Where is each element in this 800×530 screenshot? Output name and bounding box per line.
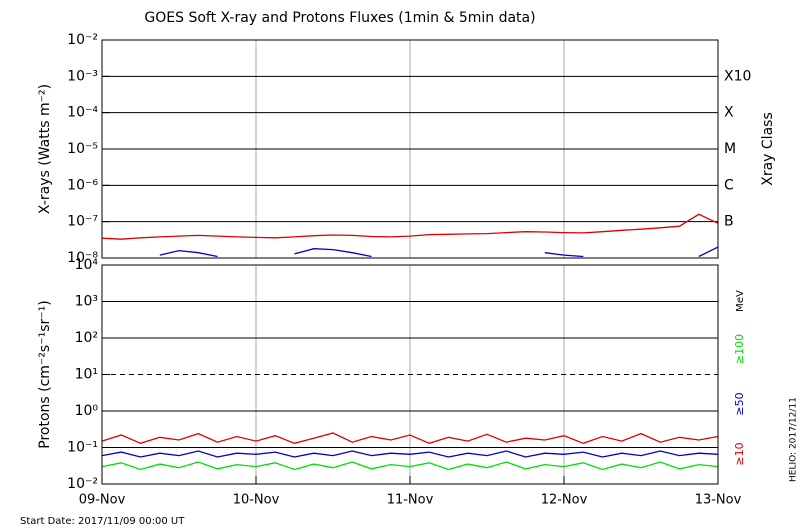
legend-label: ≥100 (733, 334, 746, 364)
y-tick-label: 10³ (75, 294, 98, 310)
y-tick-label: 10⁻⁶ (67, 177, 98, 193)
y-tick-label: 10² (75, 330, 98, 346)
class-label: X (724, 105, 734, 121)
y-tick-label: 10⁴ (75, 257, 99, 273)
x-tick-label: 09-Nov (79, 493, 126, 508)
legend-label: ≥50 (733, 392, 746, 415)
x-tick-label: 11-Nov (387, 493, 434, 508)
side-note: HELIO: 2017/12/11 (789, 397, 799, 482)
y-tick-label: 10⁰ (75, 403, 99, 419)
chart-title: GOES Soft X-ray and Protons Fluxes (1min… (144, 10, 535, 26)
class-label: B (724, 214, 734, 230)
class-label: C (724, 177, 734, 193)
plot-frame (101, 264, 719, 485)
class-label: X10 (724, 68, 751, 84)
y-axis-label: Protons (cm⁻²s⁻¹sr⁻¹) (37, 300, 53, 449)
y-tick-label: 10⁻⁵ (67, 141, 98, 157)
unit-label: MeV (735, 290, 746, 312)
series-line (159, 246, 719, 258)
x-tick-label: 10-Nov (233, 493, 280, 508)
right-axis-title: Xray Class (760, 112, 776, 186)
series-line (101, 461, 719, 471)
y-tick-label: 10⁻¹ (67, 440, 98, 456)
x-tick-label: 12-Nov (541, 493, 588, 508)
x-tick-label: 13-Nov (695, 493, 742, 508)
class-label: M (724, 141, 736, 157)
y-tick-label: 10¹ (75, 367, 98, 383)
series-line (101, 213, 719, 240)
y-tick-label: 10⁻² (67, 32, 98, 48)
y-tick-label: 10⁻³ (67, 68, 98, 84)
y-tick-label: 10⁻⁷ (67, 214, 98, 230)
series-line (101, 450, 719, 458)
legend-label: ≥10 (733, 442, 746, 465)
y-tick-label: 10⁻⁸ (67, 250, 98, 266)
plot-frame (101, 39, 719, 259)
footer: Start Date: 2017/11/09 00:00 UT (20, 516, 185, 527)
y-axis-label: X-rays (Watts m⁻²) (37, 84, 53, 214)
y-tick-label: 10⁻² (67, 476, 98, 492)
series-line (101, 432, 719, 444)
y-tick-label: 10⁻⁴ (67, 105, 98, 121)
